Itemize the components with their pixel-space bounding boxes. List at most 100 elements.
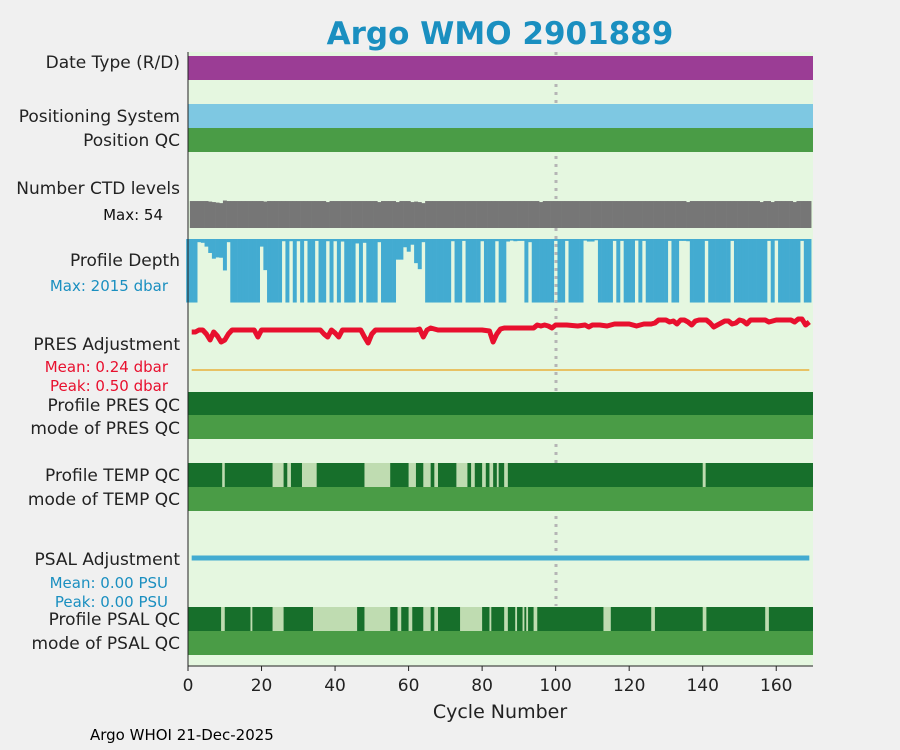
profile-depth-bar: [792, 239, 797, 303]
profile-depth-bar: [601, 239, 606, 303]
ctd-level-bar: [336, 201, 341, 228]
profile-psal-qc-pale-segment: [460, 607, 483, 631]
ctd-level-bar: [741, 201, 746, 228]
ctd-level-bar: [561, 201, 566, 228]
ctd-level-bar: [381, 201, 385, 228]
profile-depth-bar: [241, 239, 246, 303]
profile-depth-bar: [656, 239, 661, 303]
profile-psal-qc-pale-segment: [221, 607, 225, 631]
profile-depth-bar: [296, 239, 301, 242]
profile-depth-bar: [722, 239, 727, 303]
profile-depth-bar: [204, 239, 209, 247]
profile-depth-bar: [215, 239, 220, 258]
ctd-level-bar: [594, 201, 599, 228]
positioning-system-band: [188, 104, 813, 128]
profile-depth-bar: [590, 239, 595, 242]
profile-depth-bar: [675, 239, 680, 303]
profile-depth-bar: [267, 239, 272, 303]
ctd-level-bar: [667, 201, 672, 228]
profile-depth-bar: [322, 239, 327, 303]
ctd-level-bar: [616, 201, 621, 228]
profile-psal-qc-pale-segment: [515, 607, 518, 631]
ctd-level-bar: [436, 201, 441, 228]
profile-depth-bar: [719, 239, 724, 303]
ctd-level-bar: [792, 202, 797, 228]
ctd-level-bar: [472, 201, 477, 228]
row-label-pres-adjustment: PRES Adjustment: [33, 335, 180, 355]
profile-depth-bar: [377, 239, 382, 243]
ctd-level-bar: [454, 201, 459, 228]
ctd-level-bar: [631, 201, 635, 228]
ctd-level-bar: [465, 201, 470, 228]
profile-depth-bar: [756, 239, 760, 303]
ctd-level-bar: [417, 202, 422, 228]
profile-depth-bar: [785, 239, 790, 303]
ctd-level-bar: [634, 201, 639, 228]
profile-depth-bar: [219, 239, 224, 258]
profile-depth-bar: [244, 239, 249, 303]
ctd-level-bar: [395, 202, 400, 228]
profile-depth-bar: [421, 239, 426, 243]
row-label-position-qc: Position QC: [83, 131, 180, 151]
profile-depth-bar: [557, 239, 562, 303]
ctd-level-bar: [653, 201, 658, 228]
ctd-level-bar: [638, 201, 643, 228]
profile-psal-qc-pale-segment: [522, 607, 525, 631]
ctd-level-bar: [664, 201, 669, 228]
profile-depth-bar: [285, 239, 290, 303]
profile-depth-bar: [623, 239, 628, 303]
ctd-level-bar: [513, 201, 518, 228]
ctd-level-bar: [340, 201, 345, 228]
profile-psal-qc-pale-segment: [702, 607, 707, 631]
profile-psal-qc-pale-segment: [603, 607, 611, 631]
mode-psal-qc-band: [188, 631, 813, 655]
ctd-level-bar: [252, 201, 257, 228]
ctd-level-bar: [689, 201, 694, 228]
ctd-level-bar: [678, 201, 683, 228]
ctd-level-bar: [539, 202, 544, 228]
ctd-level-bar: [660, 201, 665, 228]
profile-depth-bar: [443, 239, 448, 303]
x-tick-label: 160: [760, 676, 792, 696]
ctd-level-bar: [767, 201, 772, 228]
profile-depth-bar: [649, 239, 654, 303]
ctd-level-bar: [803, 201, 808, 228]
ctd-level-bar: [215, 202, 220, 228]
profile-depth-bar: [608, 239, 613, 303]
profile-temp-qc-pale-segment: [471, 463, 475, 487]
ctd-level-bar: [278, 201, 283, 228]
profile-depth-bar: [425, 239, 430, 303]
profile-depth-bar: [428, 239, 433, 303]
profile-depth-bar: [369, 239, 374, 303]
ctd-level-bar: [774, 201, 779, 228]
ctd-level-bar: [425, 201, 430, 228]
ctd-level-bar: [358, 201, 363, 228]
ctd-level-bar: [619, 201, 624, 228]
pres-peak-annotation: Peak: 0.50 dbar: [50, 377, 169, 395]
profile-depth-bar: [362, 239, 367, 243]
profile-depth-bar: [550, 239, 555, 303]
ctd-level-bar: [590, 201, 595, 228]
profile-depth-bar: [483, 239, 488, 303]
profile-depth-bar: [340, 239, 345, 242]
profile-depth-bar: [700, 239, 705, 303]
ctd-level-bar: [583, 201, 588, 228]
profile-temp-qc-pale-segment: [301, 463, 317, 487]
ctd-level-bar: [697, 201, 702, 228]
profile-depth-bar: [645, 239, 650, 303]
profile-depth-bar: [384, 239, 389, 303]
ctd-level-bar: [733, 201, 738, 228]
profile-depth-bar: [458, 239, 463, 303]
ctd-level-bar: [553, 201, 558, 228]
profile-depth-bar: [274, 239, 279, 303]
profile-depth-bar: [472, 239, 477, 303]
ctd-level-bar: [542, 201, 547, 228]
ctd-level-bar: [263, 201, 268, 228]
chart-title: Argo WMO 2901889: [327, 16, 674, 52]
ctd-level-bar: [355, 201, 360, 228]
profile-depth-bar: [528, 239, 533, 243]
profile-depth-bar: [476, 239, 481, 303]
profile-depth-bar: [704, 239, 709, 241]
profile-psal-qc-pale-segment: [397, 607, 402, 631]
profile-temp-qc-pale-segment: [434, 463, 438, 487]
